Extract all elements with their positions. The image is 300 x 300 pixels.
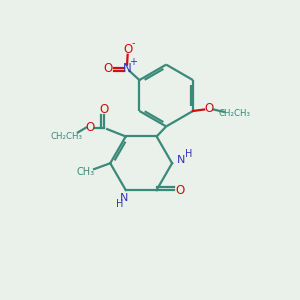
Text: +: + xyxy=(129,57,137,68)
Text: H: H xyxy=(184,149,192,159)
Text: -: - xyxy=(132,38,135,48)
Text: O: O xyxy=(85,121,95,134)
Text: N: N xyxy=(123,62,131,75)
Text: N: N xyxy=(177,155,185,165)
Text: O: O xyxy=(205,102,214,116)
Text: O: O xyxy=(99,103,108,116)
Text: O: O xyxy=(103,62,112,75)
Text: O: O xyxy=(176,184,185,196)
Text: CH₂CH₃: CH₂CH₃ xyxy=(51,132,83,141)
Text: H: H xyxy=(116,199,124,208)
Text: O: O xyxy=(123,43,132,56)
Text: N: N xyxy=(120,193,128,203)
Text: CH₃: CH₃ xyxy=(76,167,94,177)
Text: CH₂CH₃: CH₂CH₃ xyxy=(218,110,250,118)
